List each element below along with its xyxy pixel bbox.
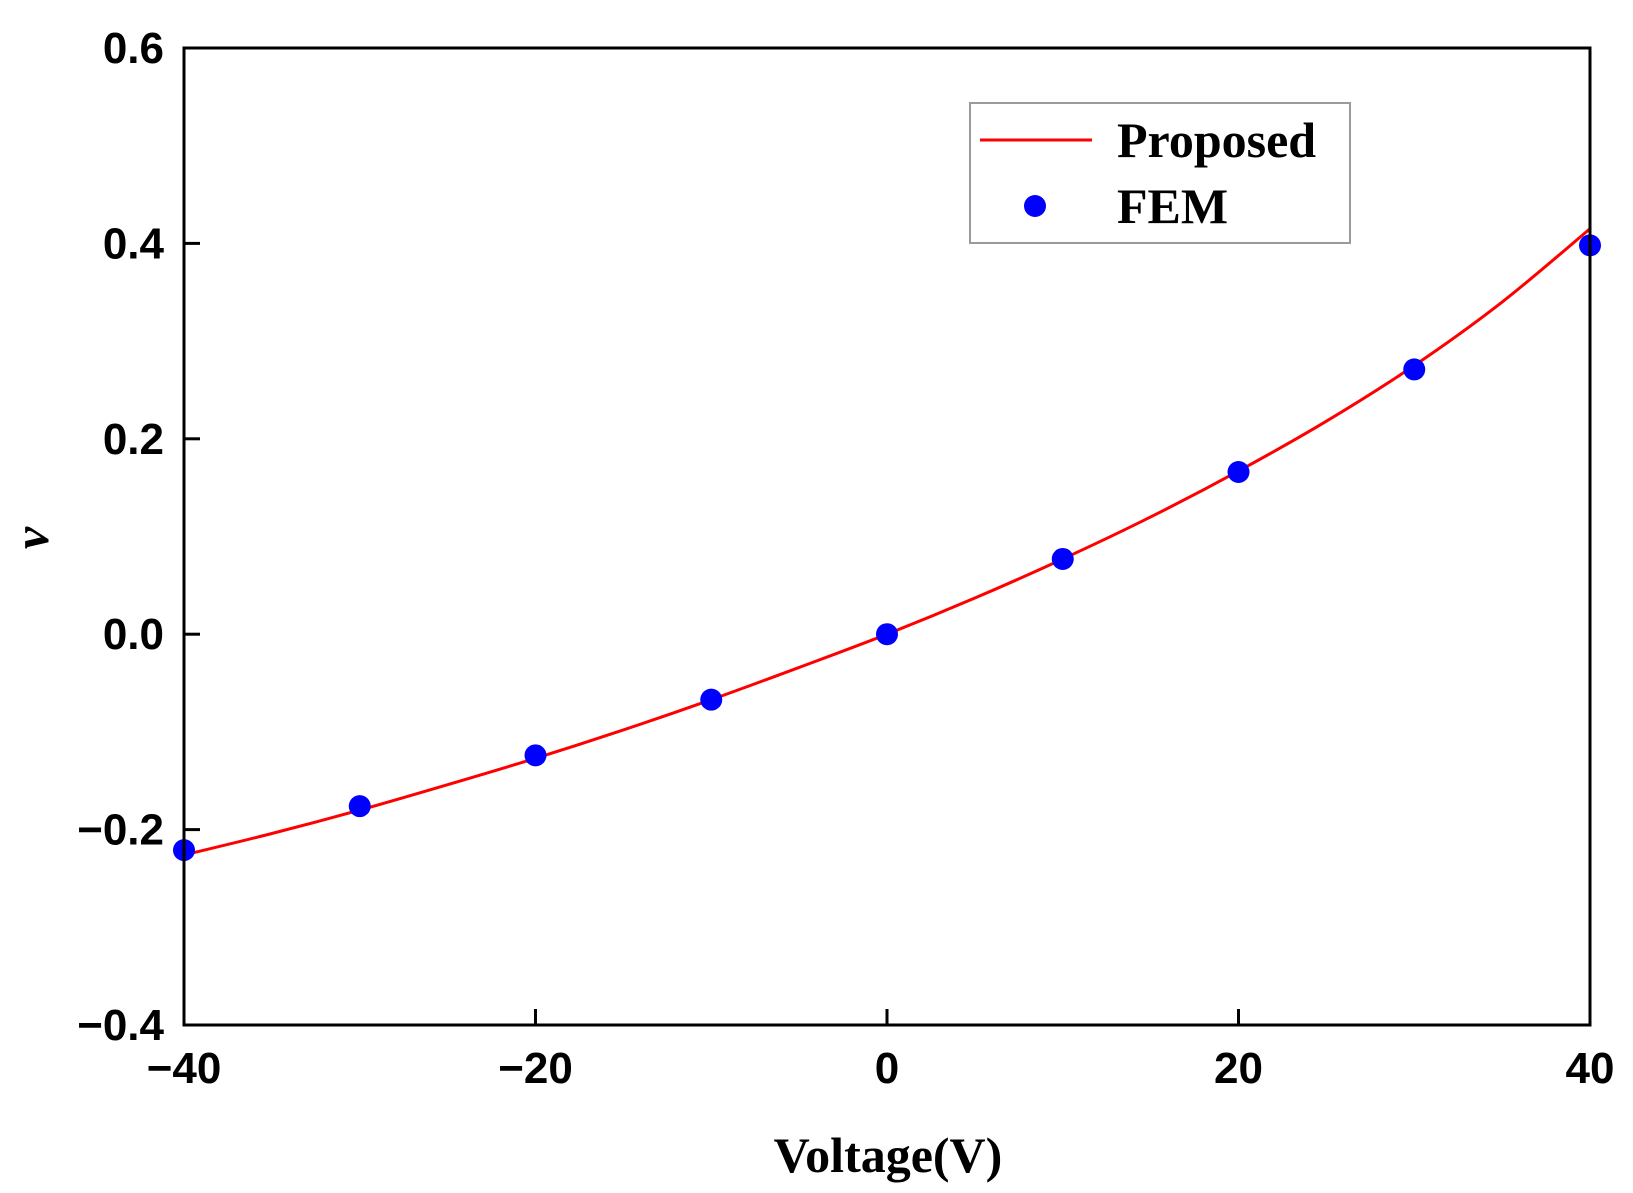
y-tick-label: 0.4 xyxy=(103,219,165,268)
tick-labels-layer: −40 −20 0 20 40 −0.4 −0.2 0.0 0.2 0.4 0.6 xyxy=(77,24,1614,1093)
y-axis-title: v xyxy=(3,526,59,549)
legend-label-fem: FEM xyxy=(1117,178,1228,234)
ticks-layer xyxy=(182,46,1592,1027)
x-tick-label: 0 xyxy=(875,1044,899,1093)
series-proposed-line xyxy=(183,227,1591,857)
x-tick-label: 40 xyxy=(1566,1044,1615,1093)
x-tick-label: 20 xyxy=(1214,1044,1263,1093)
y-tick-label: −0.4 xyxy=(77,1001,164,1050)
fem-point xyxy=(1051,547,1074,570)
fem-point xyxy=(700,688,723,711)
legend: Proposed FEM xyxy=(969,102,1351,244)
fem-point xyxy=(876,623,898,646)
fem-point xyxy=(348,795,371,818)
legend-box xyxy=(969,102,1351,244)
y-tick-label: 0.6 xyxy=(103,24,164,73)
y-tick-label: 0.2 xyxy=(103,415,164,464)
legend-fem-marker-icon xyxy=(1024,195,1046,217)
plot-series-layer xyxy=(173,227,1601,862)
x-axis-title: Voltage(V) xyxy=(774,1127,1003,1183)
fem-point xyxy=(1227,461,1250,484)
y-tick-label: 0.0 xyxy=(103,610,164,659)
plot-frame xyxy=(182,46,1592,1027)
legend-label-proposed: Proposed xyxy=(1117,112,1316,168)
x-tick-label: −40 xyxy=(147,1044,222,1093)
y-tick-label: −0.2 xyxy=(77,806,164,855)
x-tick-label: −20 xyxy=(498,1044,573,1093)
fem-point xyxy=(1403,358,1426,381)
fem-point xyxy=(524,744,547,767)
